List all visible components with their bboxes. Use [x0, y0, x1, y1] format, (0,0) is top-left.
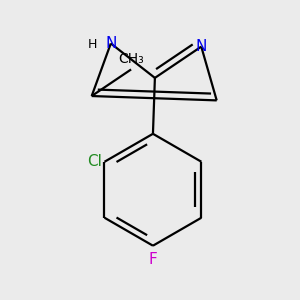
Text: Cl: Cl — [87, 154, 102, 169]
Text: H: H — [88, 38, 98, 51]
Text: CH₃: CH₃ — [118, 52, 144, 67]
Text: N: N — [105, 36, 116, 51]
Text: N: N — [196, 39, 207, 54]
Text: F: F — [148, 252, 157, 267]
